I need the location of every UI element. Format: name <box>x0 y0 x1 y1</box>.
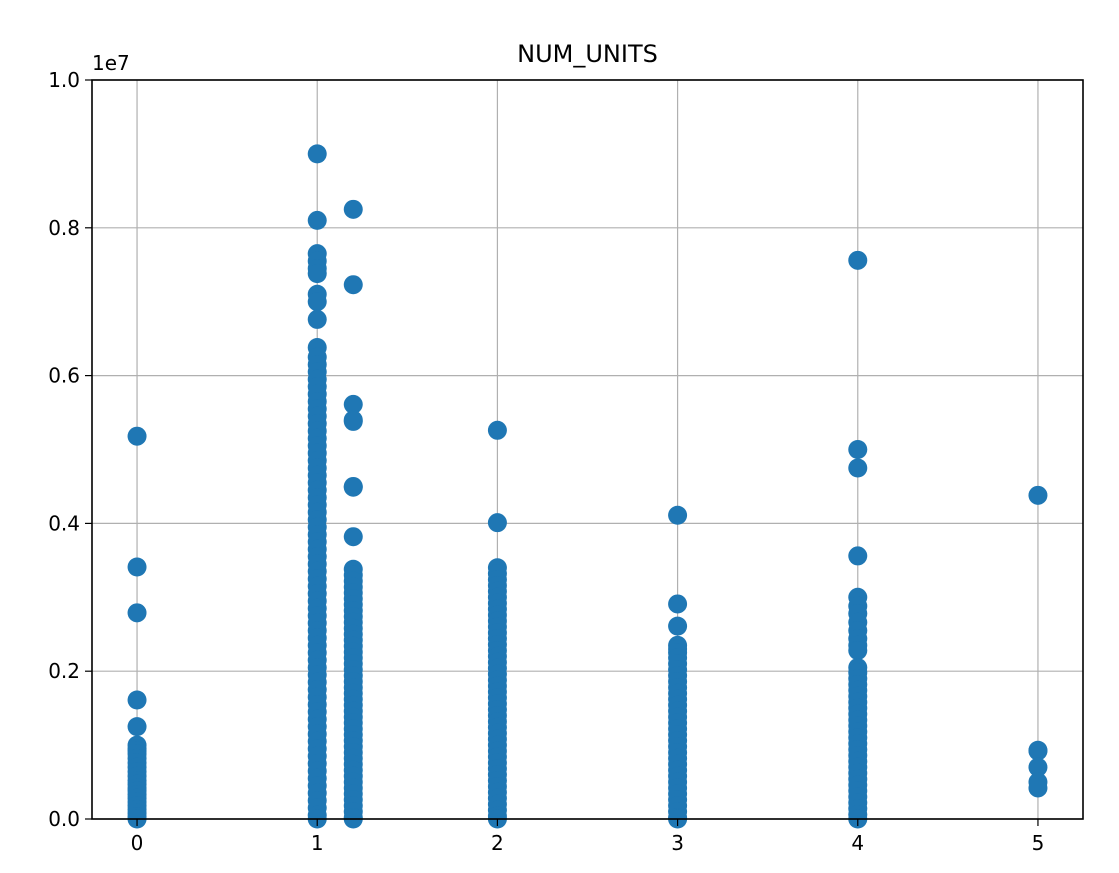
data-point <box>307 210 327 230</box>
data-point <box>668 505 688 525</box>
data-point <box>343 411 363 431</box>
data-point <box>343 394 363 414</box>
y-offset-label: 1e7 <box>92 51 130 75</box>
x-tick-label: 2 <box>491 831 504 855</box>
data-point <box>307 309 327 329</box>
x-tick-label: 5 <box>1032 831 1045 855</box>
data-point <box>127 603 147 623</box>
data-point <box>1028 741 1048 761</box>
data-point <box>848 458 868 478</box>
axes-frame <box>91 79 1084 820</box>
x-tick-label: 1 <box>311 831 324 855</box>
data-point <box>127 426 147 446</box>
data-point <box>1028 778 1048 798</box>
x-tick-label: 3 <box>671 831 684 855</box>
y-tick-label: 0.2 <box>48 659 80 683</box>
y-tick-label: 0.6 <box>48 364 80 388</box>
data-point <box>307 264 327 284</box>
x-tick-label: 0 <box>131 831 144 855</box>
data-point <box>127 717 147 737</box>
data-point <box>127 557 147 577</box>
data-point <box>307 292 327 312</box>
data-point <box>848 250 868 270</box>
data-point <box>668 616 688 636</box>
y-tick-label: 1.0 <box>48 68 80 92</box>
data-point <box>343 275 363 295</box>
data-point <box>668 594 688 614</box>
data-point <box>1028 757 1048 777</box>
data-point <box>343 527 363 547</box>
y-tick-label: 0.8 <box>48 216 80 240</box>
data-point <box>848 440 868 459</box>
data-point <box>1028 485 1048 505</box>
chart-title: NUM_UNITS <box>517 40 658 68</box>
axis-ticks: 0 1 2 3 4 5 0.0 0.2 0.4 0.6 0.8 1.0 <box>48 68 1044 855</box>
y-tick-label: 0.4 <box>48 511 80 535</box>
data-point <box>848 641 868 661</box>
data-point <box>848 546 868 566</box>
data-point <box>343 199 363 219</box>
data-points <box>127 144 1048 829</box>
data-point <box>487 513 507 533</box>
data-point <box>343 477 363 497</box>
x-tick-label: 4 <box>851 831 864 855</box>
data-point <box>127 690 147 710</box>
y-tick-label: 0.0 <box>48 807 80 831</box>
data-point <box>307 144 327 164</box>
data-point <box>487 420 507 440</box>
